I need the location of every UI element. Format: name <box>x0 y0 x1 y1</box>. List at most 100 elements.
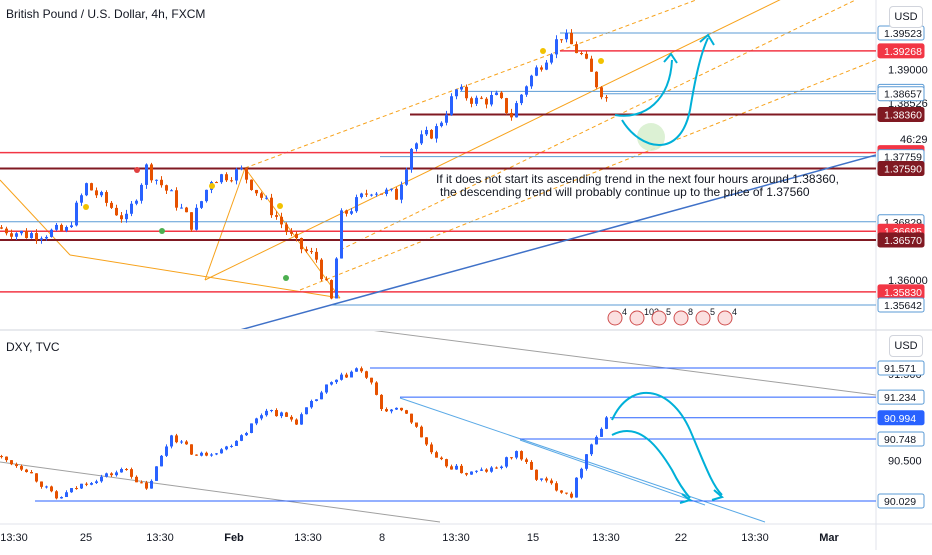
projection-arrowhead <box>699 33 715 46</box>
candle-body <box>455 89 458 97</box>
candle-body <box>475 470 478 472</box>
economic-event-count: 103 <box>644 307 659 317</box>
candle-body <box>85 183 88 196</box>
candle-body <box>585 53 588 59</box>
candle-body <box>490 95 493 105</box>
candle-body <box>505 457 508 467</box>
candle-body <box>395 188 398 200</box>
price-tag-label: 90.994 <box>884 413 916 425</box>
candle-body <box>365 193 368 195</box>
candle-body <box>60 224 63 231</box>
dxy-channel-lower <box>519 439 706 506</box>
candle-body <box>330 382 333 385</box>
dxy-plot-area <box>0 331 876 523</box>
candle-body <box>345 210 348 214</box>
dxy-currency-button[interactable]: USD <box>889 335 923 357</box>
candle-body <box>25 230 28 239</box>
dxy-gray-trend-bottom <box>0 461 441 523</box>
candle-body <box>390 409 393 412</box>
candle-body <box>415 422 418 427</box>
candle-body <box>75 202 78 226</box>
candle-body <box>320 259 323 280</box>
candle-body <box>305 407 308 415</box>
candle-body <box>585 454 588 469</box>
candle-body <box>410 148 413 170</box>
time-axis: 13:30 25 13:30 Feb 13:30 8 13:30 15 13:30 22 13:30… <box>0 532 839 544</box>
candle-body <box>600 87 603 98</box>
candle-body <box>580 468 583 478</box>
candle-body <box>425 437 428 445</box>
candle-body <box>40 481 43 487</box>
candle-body <box>135 200 138 204</box>
price-tag-label: 1.39268 <box>884 46 922 58</box>
analysis-note-line-1: If it does not start its ascending trend… <box>436 172 839 186</box>
candle-body <box>160 179 163 186</box>
candle-body <box>35 233 38 240</box>
economic-event-count: 5 <box>666 307 671 317</box>
dxy-channel-upper <box>399 397 766 523</box>
candle-body <box>550 54 553 63</box>
price-axis-tick: 1.36000 <box>888 275 928 287</box>
candle-body <box>105 192 108 203</box>
price-tag <box>877 297 925 313</box>
time-axis-label: Mar <box>819 532 839 544</box>
candle-body <box>195 207 198 230</box>
projection-curve-up-2 <box>621 37 709 146</box>
price-tag-label: 91.234 <box>884 392 916 404</box>
candle-body <box>465 473 468 475</box>
candle-body <box>150 164 153 181</box>
candle-body <box>245 168 248 180</box>
candle-body <box>250 423 253 433</box>
economic-event-badge <box>673 310 689 326</box>
candle-body <box>285 412 288 417</box>
candle-body <box>515 451 518 458</box>
candle-body <box>410 413 413 423</box>
candle-body <box>155 466 158 481</box>
candle-body <box>295 233 298 238</box>
candle-body <box>165 185 168 191</box>
signal-dot <box>83 204 89 210</box>
candle-body <box>275 410 278 417</box>
candle-body <box>430 444 433 453</box>
price-tag <box>877 86 925 102</box>
candle-body <box>30 472 33 474</box>
candle-body <box>10 460 13 465</box>
candle-body <box>170 190 173 192</box>
candle-body <box>100 192 103 196</box>
time-axis-label: 22 <box>675 532 687 544</box>
candle-body <box>580 53 583 55</box>
candle-body <box>540 67 543 70</box>
candle-body <box>70 488 73 493</box>
candle-body <box>125 213 128 220</box>
candle-body <box>270 410 273 412</box>
candle-body <box>535 67 538 76</box>
candle-body <box>230 445 233 447</box>
candle-body <box>530 461 533 470</box>
candle-body <box>120 215 123 220</box>
gbpusd-currency-button[interactable]: USD <box>889 6 923 28</box>
candle-body <box>420 426 423 438</box>
dxy-arrowhead <box>711 489 725 501</box>
candle-body <box>355 197 358 212</box>
candle-body <box>380 193 383 195</box>
candle-body <box>135 476 138 483</box>
candle-body <box>545 478 548 481</box>
candle-body <box>595 71 598 88</box>
candle-body <box>450 96 453 115</box>
candle-body <box>180 207 183 209</box>
candle-body <box>185 441 188 445</box>
candle-body <box>285 224 288 233</box>
candle-body <box>575 477 578 498</box>
price-tag <box>877 410 925 426</box>
candle-body <box>245 432 248 436</box>
time-axis-label: 25 <box>80 532 92 544</box>
candle-body <box>575 44 578 54</box>
pitchfork-anchor <box>204 166 341 299</box>
candle-body <box>260 415 263 419</box>
projection-curve-up <box>614 59 673 117</box>
candle-body <box>50 229 53 237</box>
candle-body <box>90 183 93 191</box>
price-tag <box>877 431 925 447</box>
candle-body <box>475 97 478 104</box>
